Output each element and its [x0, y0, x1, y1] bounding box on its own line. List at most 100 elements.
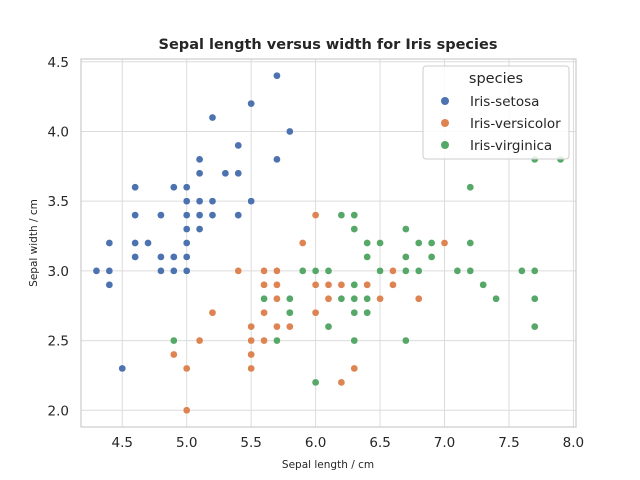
data-point — [105, 267, 114, 275]
data-point — [247, 364, 256, 373]
data-point — [324, 267, 333, 275]
data-point — [440, 239, 449, 247]
data-point — [350, 336, 359, 345]
data-point — [182, 183, 191, 192]
data-point — [285, 294, 294, 303]
data-point — [234, 267, 243, 275]
data-point — [363, 308, 372, 317]
data-point — [414, 267, 423, 275]
data-point — [350, 294, 359, 303]
data-point — [234, 141, 243, 150]
data-point — [169, 336, 178, 345]
data-point — [530, 267, 539, 275]
data-point — [131, 211, 139, 219]
data-point — [530, 322, 539, 331]
data-point — [466, 183, 475, 192]
data-point — [285, 322, 294, 331]
data-point — [273, 280, 281, 289]
data-point — [324, 294, 333, 303]
data-point — [389, 280, 397, 289]
data-point — [144, 239, 152, 247]
data-point — [118, 364, 127, 373]
legend-marker — [441, 141, 449, 149]
y-axis-label: Sepal width / cm — [28, 199, 40, 287]
legend-label: Iris-setosa — [470, 94, 539, 110]
data-point — [466, 239, 475, 247]
y-tick-label: 2.5 — [48, 334, 69, 350]
x-axis-label: Sepal length / cm — [282, 459, 374, 471]
data-point — [311, 308, 320, 317]
data-point — [92, 267, 101, 275]
data-point — [350, 211, 359, 219]
data-point — [182, 211, 191, 219]
data-point — [298, 239, 307, 247]
data-point — [376, 294, 384, 303]
data-point — [182, 406, 191, 415]
data-point — [427, 253, 436, 261]
series-iris-versicolor — [169, 211, 449, 415]
data-point — [169, 350, 178, 359]
data-point — [401, 253, 410, 261]
data-point — [182, 197, 191, 206]
data-point — [105, 280, 114, 289]
data-point — [260, 308, 268, 317]
data-point — [401, 225, 410, 233]
data-point — [195, 225, 204, 233]
data-point — [195, 211, 204, 219]
x-tick-label: 8.0 — [563, 435, 584, 451]
data-point — [131, 253, 139, 261]
data-point — [182, 267, 191, 275]
data-point — [298, 267, 307, 275]
y-tick-label: 3.5 — [48, 194, 69, 210]
data-point — [247, 99, 256, 108]
data-point — [273, 155, 281, 164]
x-tick-label: 6.5 — [369, 435, 390, 451]
data-point — [479, 280, 488, 289]
y-tick-label: 3.0 — [48, 264, 69, 280]
data-point — [157, 267, 165, 275]
data-point — [157, 211, 165, 219]
data-point — [195, 197, 204, 206]
x-tick-label: 7.5 — [498, 435, 519, 451]
data-point — [311, 211, 320, 219]
data-point — [414, 239, 423, 247]
data-point — [260, 336, 268, 345]
series-iris-setosa — [92, 71, 294, 373]
data-point — [427, 239, 436, 247]
x-tick-label: 5.5 — [240, 435, 261, 451]
data-point — [221, 169, 230, 178]
data-point — [350, 280, 359, 289]
data-point — [208, 211, 217, 219]
data-point — [195, 169, 204, 178]
data-point — [182, 225, 191, 233]
data-point — [350, 308, 359, 317]
data-point — [131, 183, 139, 192]
data-point — [273, 294, 281, 303]
data-point — [311, 280, 320, 289]
data-point — [376, 267, 384, 275]
y-tick-labels: 2.0 2.5 3.0 3.5 4.0 4.5 — [48, 55, 69, 419]
x-tick-label: 4.5 — [112, 435, 133, 451]
data-point — [466, 267, 475, 275]
data-point — [285, 127, 294, 136]
data-point — [182, 239, 191, 247]
data-point — [234, 169, 243, 178]
plot-frame — [80, 58, 577, 428]
data-point — [169, 183, 178, 192]
data-point — [273, 322, 281, 331]
data-point — [247, 197, 256, 206]
data-point — [169, 253, 178, 261]
data-point — [311, 378, 320, 387]
data-point — [518, 267, 526, 275]
legend-label: Iris-versicolor — [470, 116, 561, 132]
data-point — [401, 267, 410, 275]
legend: species Iris-setosa Iris-versicolor Iris-v… — [422, 65, 570, 160]
legend-items: Iris-setosa Iris-versicolor Iris-virginica — [441, 94, 561, 154]
data-point — [337, 378, 346, 387]
y-tick-label: 4.5 — [48, 55, 69, 71]
data-point — [105, 239, 114, 247]
data-point — [453, 267, 462, 275]
data-point — [131, 239, 139, 247]
data-point — [182, 253, 191, 261]
